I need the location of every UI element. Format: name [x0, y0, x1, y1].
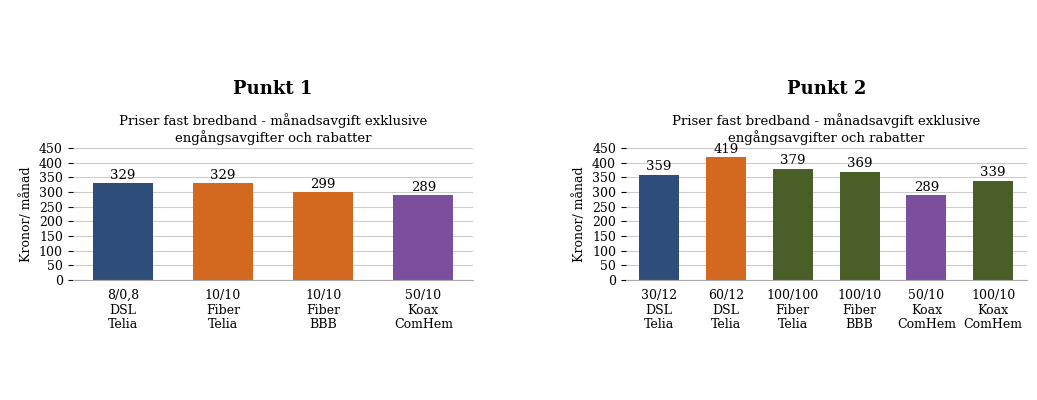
Text: Fiber: Fiber: [842, 304, 876, 317]
Text: BBB: BBB: [846, 318, 873, 331]
Text: Punkt 1: Punkt 1: [233, 80, 313, 98]
Bar: [906, 195, 947, 280]
Text: DSL: DSL: [712, 304, 739, 317]
Bar: [293, 192, 354, 280]
Text: 329: 329: [110, 169, 136, 182]
Y-axis label: Kronor/ månad: Kronor/ månad: [21, 166, 33, 262]
Text: 419: 419: [713, 143, 738, 156]
Text: Punkt 2: Punkt 2: [786, 80, 866, 98]
Text: 369: 369: [847, 157, 872, 170]
Bar: [973, 180, 1013, 280]
Text: 299: 299: [310, 178, 336, 191]
Text: 379: 379: [780, 154, 806, 167]
Text: 30/12: 30/12: [641, 289, 677, 302]
Bar: [193, 184, 253, 280]
Bar: [706, 157, 746, 280]
Text: Telia: Telia: [207, 318, 239, 331]
Text: Telia: Telia: [778, 318, 808, 331]
Text: Koax: Koax: [978, 304, 1009, 317]
Text: Koax: Koax: [910, 304, 942, 317]
Text: 60/12: 60/12: [708, 289, 745, 302]
Text: 289: 289: [914, 181, 940, 194]
Text: 289: 289: [411, 181, 436, 194]
Bar: [840, 172, 879, 280]
Text: Priser fast bredband - månadsavgift exklusive
engångsavgifter och rabatter: Priser fast bredband - månadsavgift exkl…: [672, 113, 980, 145]
Text: ComHem: ComHem: [897, 318, 956, 331]
Y-axis label: Kronor/ månad: Kronor/ månad: [573, 166, 587, 262]
Text: Telia: Telia: [108, 318, 138, 331]
Bar: [639, 175, 679, 280]
Text: 10/10: 10/10: [305, 289, 341, 302]
Text: 100/100: 100/100: [766, 289, 819, 302]
Text: 50/10: 50/10: [908, 289, 945, 302]
Text: Telia: Telia: [710, 318, 741, 331]
Text: 10/10: 10/10: [204, 289, 241, 302]
Text: Telia: Telia: [644, 318, 674, 331]
Text: DSL: DSL: [646, 304, 673, 317]
Bar: [92, 184, 152, 280]
Text: ComHem: ComHem: [394, 318, 453, 331]
Text: 359: 359: [646, 160, 672, 173]
Text: DSL: DSL: [109, 304, 136, 317]
Text: 8/0,8: 8/0,8: [107, 289, 139, 302]
Text: BBB: BBB: [309, 318, 337, 331]
Text: 50/10: 50/10: [405, 289, 442, 302]
Text: 339: 339: [980, 166, 1006, 179]
Text: Fiber: Fiber: [206, 304, 240, 317]
Text: 100/10: 100/10: [838, 289, 881, 302]
Text: Fiber: Fiber: [306, 304, 340, 317]
Text: ComHem: ComHem: [963, 318, 1022, 331]
Bar: [393, 195, 453, 280]
Bar: [773, 169, 813, 280]
Text: Koax: Koax: [408, 304, 439, 317]
Text: Fiber: Fiber: [776, 304, 810, 317]
Text: 329: 329: [211, 169, 235, 182]
Text: Priser fast bredband - månadsavgift exklusive
engångsavgifter och rabatter: Priser fast bredband - månadsavgift exkl…: [119, 113, 427, 145]
Text: 100/10: 100/10: [971, 289, 1015, 302]
